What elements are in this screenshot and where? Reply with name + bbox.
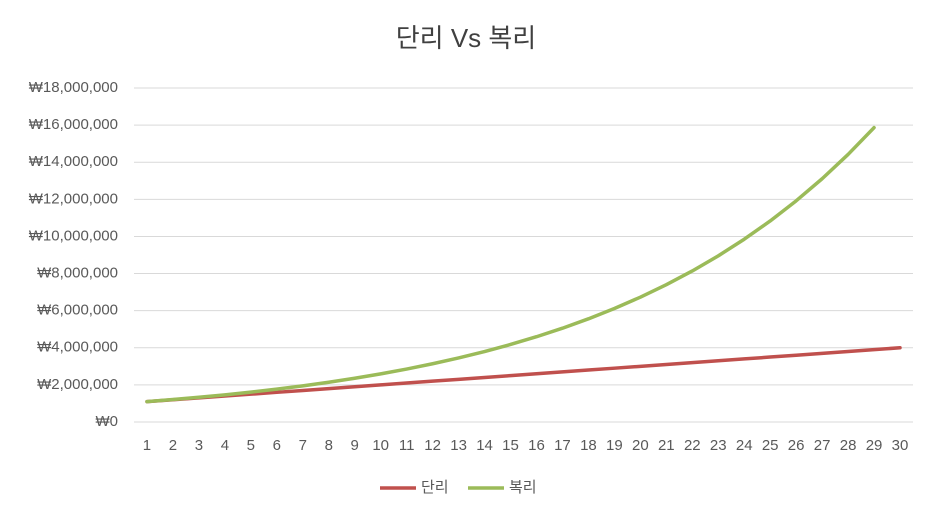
y-tick-label: ₩10,000,000 xyxy=(29,227,118,244)
x-tick-label: 24 xyxy=(736,437,753,454)
x-tick-label: 2 xyxy=(169,437,177,454)
x-tick-label: 6 xyxy=(273,437,281,454)
x-tick-label: 26 xyxy=(788,437,805,454)
x-tick-label: 23 xyxy=(710,437,727,454)
series-line xyxy=(145,346,902,404)
x-tick-label: 13 xyxy=(450,437,467,454)
x-tick-label: 12 xyxy=(424,437,441,454)
y-tick-label: ₩0 xyxy=(96,413,119,430)
x-tick-label: 5 xyxy=(247,437,255,454)
y-tick-label: ₩6,000,000 xyxy=(37,302,118,319)
legend-label: 단리 xyxy=(421,479,449,496)
x-tick-label: 30 xyxy=(892,437,909,454)
x-tick-label: 22 xyxy=(684,437,701,454)
x-tick-label: 21 xyxy=(658,437,675,454)
x-tick-label: 7 xyxy=(299,437,307,454)
x-tick-label: 25 xyxy=(762,437,779,454)
x-tick-label: 10 xyxy=(372,437,389,454)
series-line xyxy=(145,125,876,404)
x-tick-label: 9 xyxy=(351,437,359,454)
y-tick-label: ₩18,000,000 xyxy=(29,79,118,96)
chart-title: 단리 Vs 복리 xyxy=(396,23,536,53)
x-tick-label: 1 xyxy=(143,437,151,454)
y-tick-label: ₩12,000,000 xyxy=(29,190,118,207)
x-tick-label: 4 xyxy=(221,437,229,454)
y-tick-label: ₩8,000,000 xyxy=(37,265,118,282)
y-tick-label: ₩16,000,000 xyxy=(29,116,118,133)
x-tick-label: 20 xyxy=(632,437,649,454)
x-tick-label: 16 xyxy=(528,437,545,454)
x-tick-label: 18 xyxy=(580,437,597,454)
x-tick-label: 11 xyxy=(399,437,415,454)
x-tick-label: 27 xyxy=(814,437,831,454)
y-tick-label: ₩14,000,000 xyxy=(29,153,118,170)
x-tick-label: 15 xyxy=(502,437,519,454)
x-tick-label: 17 xyxy=(554,437,571,454)
x-tick-label: 8 xyxy=(325,437,333,454)
legend-label: 복리 xyxy=(509,479,537,496)
x-tick-label: 19 xyxy=(606,437,623,454)
x-tick-label: 3 xyxy=(195,437,203,454)
x-tick-label: 14 xyxy=(476,437,493,454)
y-tick-label: ₩2,000,000 xyxy=(37,376,118,393)
x-tick-label: 28 xyxy=(840,437,857,454)
x-tick-label: 29 xyxy=(866,437,883,454)
y-tick-label: ₩4,000,000 xyxy=(37,339,118,356)
